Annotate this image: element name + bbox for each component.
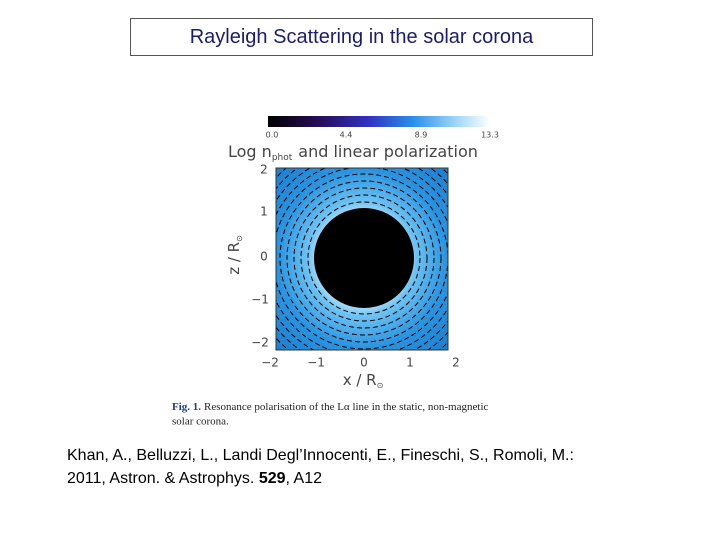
y-label-sub: ⊙ — [235, 235, 244, 242]
colorbar-tick: 4.4 — [340, 131, 353, 140]
vector-ring — [286, 180, 442, 336]
slide-title: Rayleigh Scattering in the solar corona — [130, 18, 593, 56]
x-axis-label: x / R⊙ — [343, 371, 384, 390]
colorbar — [268, 116, 490, 127]
citation-line: Khan, A., Belluzzi, L., Landi Degl’Innoc… — [67, 447, 574, 464]
vector-ring — [300, 194, 428, 322]
vector-ring — [307, 201, 421, 315]
colorbar-tick: 8.9 — [415, 131, 428, 140]
figure-caption: Fig. 1. Resonance polarisation of the Lα … — [172, 401, 488, 413]
x-label-text: x / R — [343, 371, 377, 389]
citation-line: 2011, Astron. & Astrophys. 529, A12 — [67, 467, 574, 490]
y-tick-label: 0 — [260, 250, 268, 264]
x-tick-label: −1 — [307, 356, 325, 370]
y-axis-label: z / R⊙ — [225, 235, 244, 275]
caption-label: Fig. 1. — [172, 401, 201, 413]
occulted-disk — [314, 208, 414, 308]
figure-heading: Log nphot and linear polarization — [228, 142, 478, 163]
x-tick-label: 2 — [452, 356, 460, 370]
caption-line: solar corona. — [172, 416, 229, 428]
citation-text: 2011, Astron. & Astrophys. — [67, 470, 259, 487]
polarization-vectors — [276, 168, 448, 350]
x-label-sub: ⊙ — [377, 381, 384, 390]
x-tick-label: −2 — [261, 356, 279, 370]
heading-rest: and linear polarization — [298, 142, 478, 161]
x-tick-label: 1 — [406, 356, 414, 370]
heading-main: Log n — [228, 142, 272, 161]
y-tick-label: 2 — [260, 163, 268, 177]
y-tick-label: −2 — [251, 336, 269, 350]
y-label-text: z / R — [225, 242, 243, 275]
plot-frame — [275, 167, 449, 351]
vector-ring — [279, 173, 448, 343]
figure: 0.0 4.4 8.9 13.3 Log nphot and linear pol… — [172, 116, 499, 428]
citation-text: , A12 — [285, 470, 322, 487]
colorbar-tick: 13.3 — [481, 131, 499, 140]
colorbar-tick: 0.0 — [266, 131, 279, 140]
citation: Khan, A., Belluzzi, L., Landi Degl’Innoc… — [67, 444, 574, 490]
y-tick-label: −1 — [251, 293, 269, 307]
citation-volume: 529 — [258, 470, 286, 487]
caption-line: Resonance polarisation of the Lα line in… — [204, 401, 488, 413]
y-tick-label: 1 — [260, 205, 268, 219]
polarization-map — [276, 168, 448, 350]
heading-sub: phot — [272, 153, 293, 163]
x-tick-label: 0 — [360, 356, 368, 370]
vector-ring — [293, 187, 435, 329]
